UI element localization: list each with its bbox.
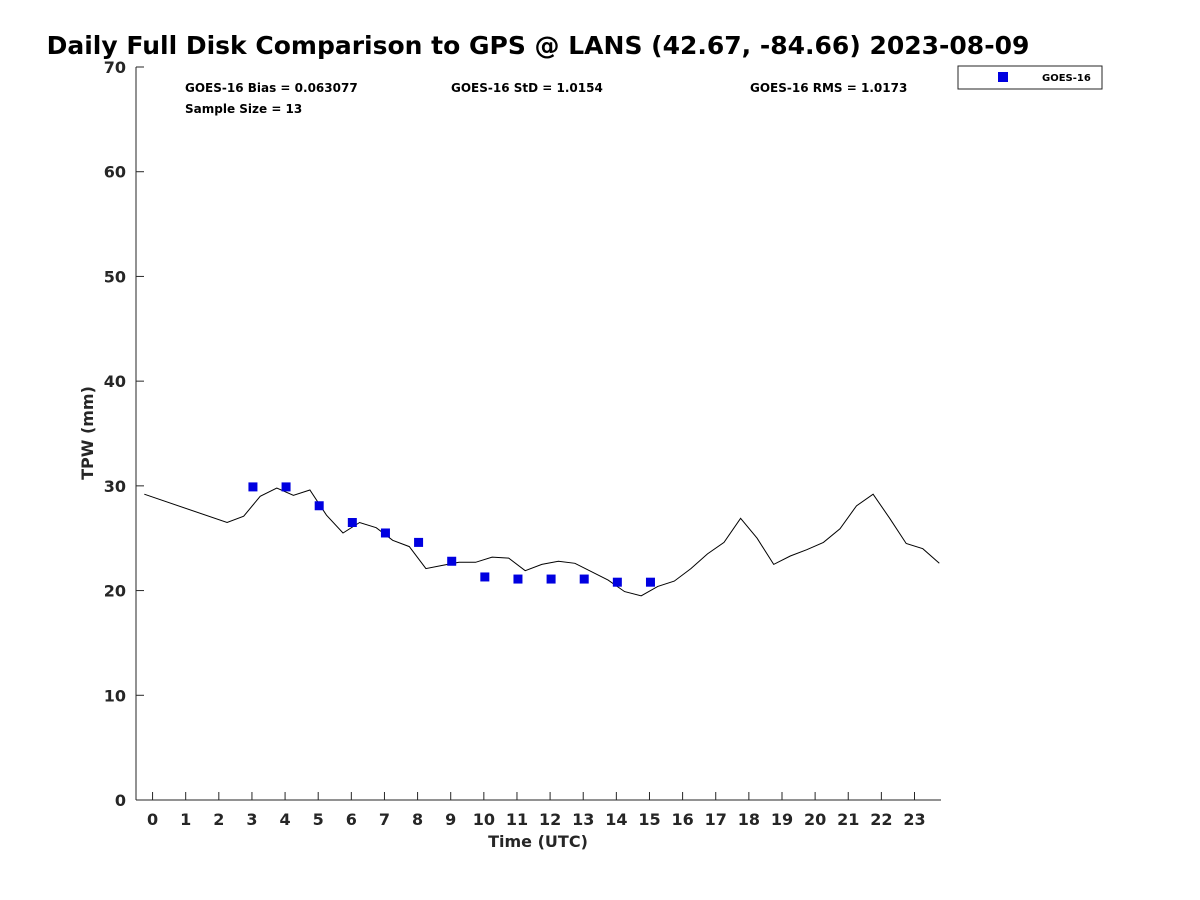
- x-tick-label: 23: [903, 810, 925, 829]
- x-tick-label: 19: [771, 810, 793, 829]
- x-tick-label: 22: [870, 810, 892, 829]
- y-tick-label: 30: [104, 477, 126, 496]
- stat-std: GOES-16 StD = 1.0154: [451, 81, 603, 95]
- goes-16-point: [248, 482, 258, 492]
- goes-16-point: [347, 518, 357, 528]
- legend-box: [957, 65, 1103, 90]
- x-tick-label: 5: [313, 810, 324, 829]
- x-tick-label: 13: [572, 810, 594, 829]
- gps-series-line: [144, 487, 940, 597]
- stat-rms: GOES-16 RMS = 1.0173: [750, 81, 907, 95]
- x-tick-label: 20: [804, 810, 826, 829]
- goes-16-point: [480, 572, 490, 582]
- y-tick-label: 70: [104, 58, 126, 77]
- goes-16-point: [281, 482, 291, 492]
- x-tick-label: 14: [605, 810, 627, 829]
- x-tick-label: 2: [213, 810, 224, 829]
- y-tick-label: 20: [104, 582, 126, 601]
- x-tick-label: 6: [346, 810, 357, 829]
- goes-16-point: [612, 577, 622, 587]
- y-tick-label: 0: [115, 791, 126, 810]
- x-tick-label: 15: [638, 810, 660, 829]
- goes-16-point: [513, 574, 523, 584]
- x-tick-label: 17: [705, 810, 727, 829]
- y-tick-label: 60: [104, 163, 126, 182]
- x-tick-label: 3: [246, 810, 257, 829]
- x-tick-label: 4: [280, 810, 291, 829]
- goes-16-point: [645, 577, 655, 587]
- x-axis-label: Time (UTC): [488, 832, 588, 851]
- legend-marker-goes-16: [998, 72, 1008, 82]
- y-axis-ticks: 0 10 20 30 40 50 60 70: [104, 58, 144, 810]
- x-tick-label: 16: [671, 810, 693, 829]
- x-tick-label: 0: [147, 810, 158, 829]
- x-tick-label: 1: [180, 810, 191, 829]
- stat-bias: GOES-16 Bias = 0.063077: [185, 81, 358, 95]
- x-tick-label: 18: [738, 810, 760, 829]
- series-layer: [144, 482, 940, 597]
- legend-label-goes-16: GOES-16: [1042, 73, 1091, 84]
- goes-16-point: [314, 501, 324, 511]
- x-axis-ticks: 0 1 2 3 4 5 6 7 8 9 10 11 12 13 14 15 16 17 18 19 20 21 22 23: [147, 792, 926, 829]
- x-tick-label: 21: [837, 810, 859, 829]
- y-axis-label: TPW (mm): [78, 386, 97, 480]
- stat-sample-size: Sample Size = 13: [185, 102, 302, 116]
- goes-16-point: [447, 556, 457, 566]
- legend: GOES-16: [957, 65, 1103, 90]
- goes-16-point: [380, 528, 390, 538]
- y-tick-label: 50: [104, 267, 126, 286]
- x-tick-label: 11: [506, 810, 528, 829]
- y-tick-label: 40: [104, 372, 126, 391]
- goes-16-point: [414, 537, 424, 547]
- x-tick-label: 12: [539, 810, 561, 829]
- chart-title: Daily Full Disk Comparison to GPS @ LANS…: [47, 31, 1030, 60]
- x-tick-label: 7: [379, 810, 390, 829]
- y-tick-label: 10: [104, 686, 126, 705]
- goes-16-point: [546, 574, 556, 584]
- x-tick-label: 9: [445, 810, 456, 829]
- x-tick-label: 8: [412, 810, 423, 829]
- x-tick-label: 10: [473, 810, 495, 829]
- goes-16-point: [579, 574, 589, 584]
